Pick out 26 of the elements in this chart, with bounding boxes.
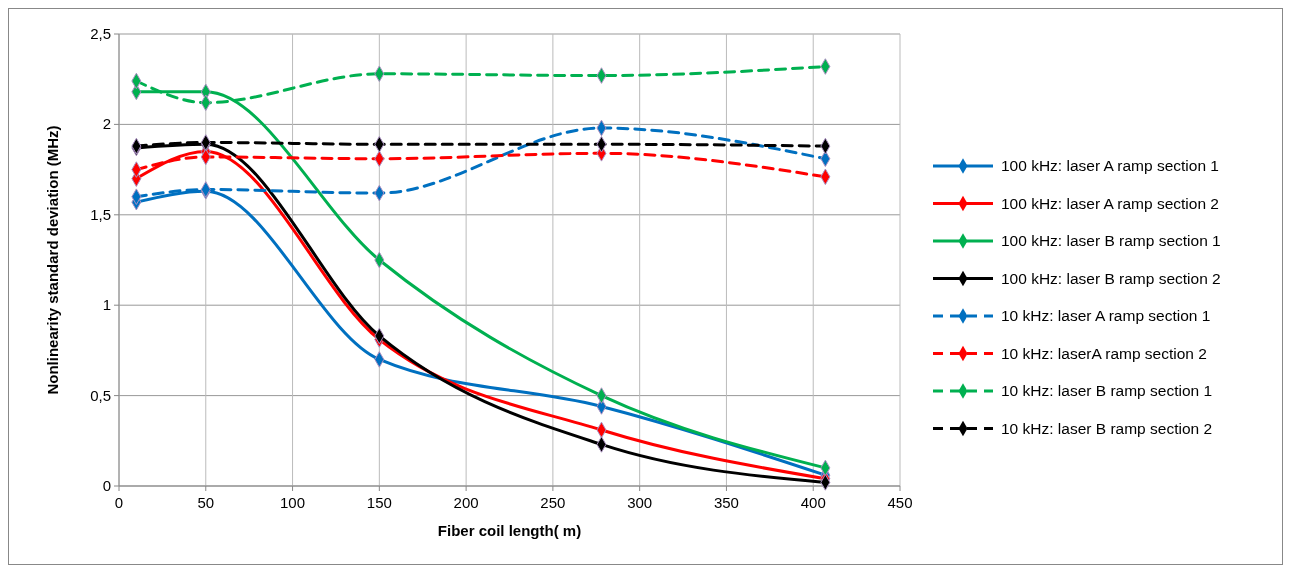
x-tick-label: 300 — [627, 494, 653, 511]
legend-label: 100 kHz: laser B ramp section 1 — [1001, 232, 1221, 249]
x-tick-label: 100 — [280, 494, 306, 511]
x-tick-label: 400 — [800, 494, 826, 511]
x-axis-title: Fiber coil length( m) — [437, 522, 582, 539]
x-tick-label: 0 — [114, 494, 124, 511]
x-tick-label: 150 — [366, 494, 392, 511]
y-tick-label: 1,5 — [90, 205, 111, 223]
y-tick-label: 2 — [102, 115, 111, 133]
y-tick-label: 0,5 — [90, 386, 111, 404]
x-tick-label: 50 — [197, 494, 215, 511]
legend-label: 10 kHz: laser A ramp section 1 — [1001, 307, 1211, 324]
legend-label: 100 kHz: laser A ramp section 1 — [1001, 157, 1219, 174]
legend-label: 10 kHz: laserA ramp section 2 — [1001, 344, 1207, 362]
y-tick-label: 1 — [102, 296, 111, 314]
x-tick-label: 450 — [887, 494, 913, 511]
x-tick-label: 350 — [713, 494, 739, 511]
y-axis-title: Nonlinearity standard deviation (MHz) — [44, 125, 61, 395]
legend-label: 10 kHz: laser B ramp section 1 — [1001, 382, 1213, 399]
y-tick-label: 2,5 — [90, 25, 111, 42]
legend-label: 10 kHz: laser B ramp section 2 — [1001, 419, 1213, 437]
legend-label: 100 kHz: laser B ramp section 2 — [1001, 269, 1221, 287]
legend-label: 100 kHz: laser A ramp section 2 — [1001, 194, 1219, 212]
y-tick-label: 0 — [102, 477, 111, 494]
x-tick-label: 250 — [540, 494, 566, 511]
x-tick-label: 200 — [453, 494, 479, 511]
